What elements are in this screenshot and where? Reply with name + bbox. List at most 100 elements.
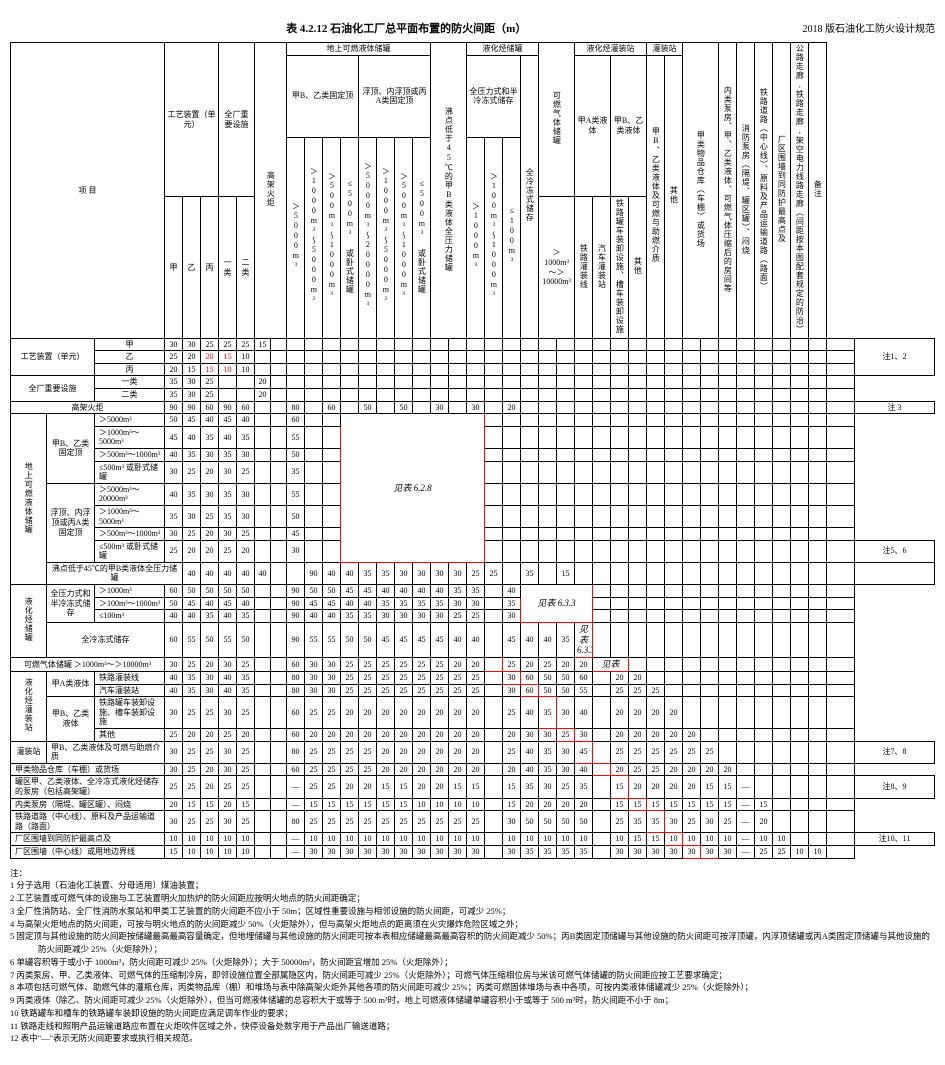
c-le100: ≤100m³	[503, 137, 521, 338]
data-cell: 45	[323, 597, 341, 610]
data-cell	[791, 562, 809, 584]
data-cell	[305, 363, 323, 376]
data-cell: 60	[201, 401, 219, 414]
row-label: ＞5000m³	[95, 414, 165, 427]
row-label: ≤500m³ 或卧式储罐	[95, 461, 165, 483]
data-cell	[449, 338, 467, 351]
data-cell	[827, 338, 855, 351]
data-cell: 35	[503, 597, 521, 610]
data-cell	[737, 763, 755, 776]
row-label: 地上可燃液体储罐	[11, 414, 47, 585]
data-cell	[737, 585, 755, 598]
data-cell: 50	[557, 684, 575, 697]
data-cell: 30	[201, 672, 219, 685]
data-cell: 20	[237, 540, 255, 562]
c-le500a: ≤500m³ 或卧式储罐	[341, 137, 359, 338]
data-cell: 20	[255, 388, 271, 401]
data-cell	[683, 376, 701, 389]
data-cell	[593, 448, 611, 461]
data-cell: 30	[719, 845, 737, 858]
data-cell	[701, 351, 719, 364]
data-cell: 60	[287, 658, 305, 672]
data-cell: 30	[557, 697, 575, 729]
data-cell: 25	[237, 741, 255, 763]
data-cell	[287, 351, 305, 364]
data-cell	[413, 401, 431, 414]
data-cell	[629, 585, 647, 598]
data-cell	[521, 376, 539, 389]
data-cell	[575, 363, 593, 376]
data-cell: 30	[665, 845, 683, 858]
table-row: 液化烃储罐全压力式和半冷冻式储存＞1000m³60505050509050504…	[11, 585, 935, 598]
data-cell: 15	[701, 798, 719, 811]
data-cell: 35	[539, 763, 557, 776]
data-cell: 20	[611, 672, 629, 685]
data-cell	[827, 562, 855, 584]
note-cell: 注5、6	[855, 540, 935, 562]
data-cell	[773, 672, 791, 685]
data-cell: 40	[165, 483, 183, 505]
data-cell	[485, 845, 503, 858]
data-cell: 50	[237, 622, 255, 657]
data-cell	[629, 401, 647, 414]
data-cell: 40	[575, 697, 593, 729]
data-cell: 15	[683, 798, 701, 811]
data-cell	[467, 351, 485, 364]
data-cell: 20	[183, 540, 201, 562]
data-cell	[629, 363, 647, 376]
data-cell: 30	[629, 845, 647, 858]
data-cell: 55	[183, 622, 201, 657]
data-cell	[271, 540, 287, 562]
c-1k5kb: ＞1000m³～5000m³	[377, 137, 395, 338]
data-cell: 25	[323, 741, 341, 763]
hdr-imp: 全厂重要设施	[219, 43, 255, 197]
data-cell	[255, 798, 271, 811]
data-cell	[255, 729, 271, 742]
data-cell	[255, 597, 271, 610]
data-cell: 30	[557, 741, 575, 763]
data-cell: 25	[201, 388, 219, 401]
data-cell: 80	[287, 741, 305, 763]
data-cell	[773, 426, 791, 448]
data-cell	[359, 388, 377, 401]
data-cell	[341, 376, 359, 389]
data-cell: 90	[165, 401, 183, 414]
data-cell	[737, 338, 755, 351]
data-cell	[791, 684, 809, 697]
data-cell: 25	[183, 776, 201, 798]
data-cell	[593, 610, 611, 623]
data-cell	[665, 658, 683, 672]
data-cell	[809, 833, 827, 846]
data-cell	[737, 658, 755, 672]
data-cell	[809, 729, 827, 742]
data-cell	[305, 505, 323, 527]
data-cell	[737, 610, 755, 623]
data-cell: 30	[467, 845, 485, 858]
data-cell: 20	[665, 776, 683, 798]
data-cell: 40	[521, 697, 539, 729]
data-cell: 20	[611, 729, 629, 742]
data-cell: 30	[165, 811, 183, 833]
data-cell: 30	[503, 672, 521, 685]
row-label: 液化烃灌装站	[11, 672, 47, 742]
data-cell	[287, 562, 305, 584]
data-cell	[737, 562, 755, 584]
data-cell	[827, 483, 855, 505]
note-6: 6 单罐容积等于或小于 1000m³，防火间距可减少 25%（火炬除外）；大于 …	[10, 956, 935, 969]
data-cell: 10	[201, 845, 219, 858]
data-cell: 30	[449, 845, 467, 858]
data-cell: 25	[341, 672, 359, 685]
data-cell	[737, 426, 755, 448]
data-cell: 30	[557, 763, 575, 776]
data-cell: 20	[201, 528, 219, 541]
data-cell: 15	[647, 833, 665, 846]
data-cell: 30	[467, 401, 485, 414]
data-cell: 20	[629, 697, 647, 729]
data-cell: 20	[755, 811, 773, 833]
data-cell: 10	[575, 833, 593, 846]
data-cell	[485, 763, 503, 776]
data-cell: 35	[237, 426, 255, 448]
data-cell	[647, 597, 665, 610]
data-cell: 25	[395, 672, 413, 685]
data-cell: 45	[183, 414, 201, 427]
